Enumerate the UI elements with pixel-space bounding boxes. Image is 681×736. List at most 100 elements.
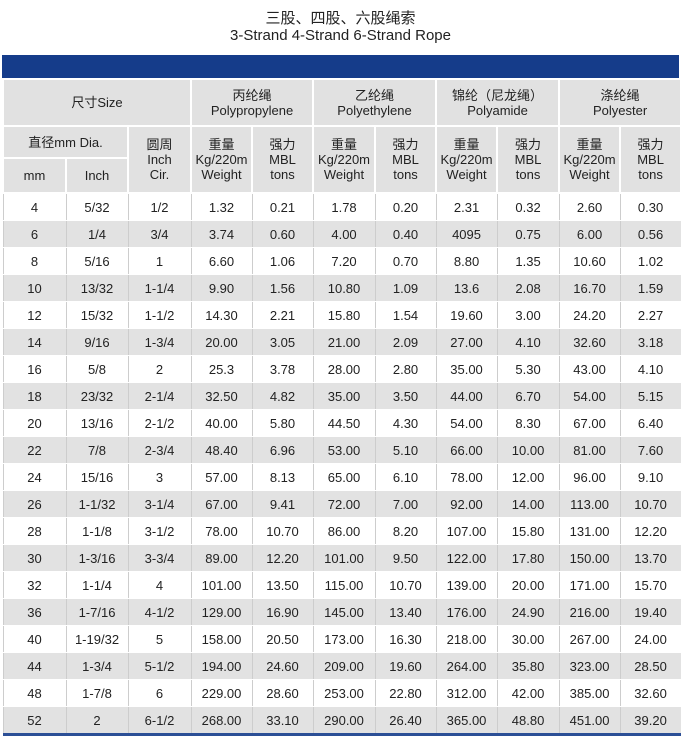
table-row: 12 15/32 1-1/2 14.30 2.21 15.80 1.54 19.60 3.00 2…	[2, 301, 681, 329]
table-cell: 96.00	[558, 463, 621, 491]
table-cell: 6.40	[619, 409, 681, 437]
table-cell: 129.00	[190, 598, 253, 626]
rope-spec-table: 尺寸Size 丙纶绳 Polypropylene 乙纶绳 Polyethylene …	[2, 78, 681, 736]
table-cell: 33.10	[251, 706, 314, 736]
table-cell: 4-1/2	[127, 598, 192, 626]
table-cell: 4.00	[312, 220, 376, 248]
table-cell: 2-1/4	[127, 382, 192, 410]
table-cell: 20.00	[190, 328, 253, 356]
weight-header: 重量 Kg/220m Weight	[558, 125, 622, 194]
table-cell: 30.00	[496, 625, 560, 653]
table-cell: 10.00	[496, 436, 560, 464]
table-cell: 267.00	[558, 625, 621, 653]
table-cell: 35.80	[496, 652, 560, 680]
table-cell: 3/4	[127, 220, 192, 248]
table-cell: 35.00	[435, 355, 498, 383]
inch-header: Inch	[65, 157, 129, 194]
table-cell: 53.00	[312, 436, 376, 464]
table-cell: 19.60	[374, 652, 437, 680]
table-cell: 40	[2, 625, 67, 653]
table-cell: 1-1/4	[65, 571, 129, 599]
table-cell: 101.00	[190, 571, 253, 599]
table-cell: 30	[2, 544, 67, 572]
table-cell: 0.20	[374, 193, 437, 221]
table-cell: 5/8	[65, 355, 129, 383]
table-cell: 8.80	[435, 247, 498, 275]
table-cell: 16.30	[374, 625, 437, 653]
table-cell: 3.78	[251, 355, 314, 383]
table-cell: 229.00	[190, 679, 253, 707]
table-cell: 19.60	[435, 301, 498, 329]
table-cell: 26.40	[374, 706, 437, 736]
table-cell: 8.30	[496, 409, 560, 437]
table-cell: 89.00	[190, 544, 253, 572]
table-cell: 1.54	[374, 301, 437, 329]
table-cell: 5-1/2	[127, 652, 192, 680]
table-cell: 2.27	[619, 301, 681, 329]
table-cell: 44.50	[312, 409, 376, 437]
table-cell: 40.00	[190, 409, 253, 437]
table-cell: 131.00	[558, 517, 621, 545]
table-cell: 1-3/4	[65, 652, 129, 680]
table-row: 40 1-19/32 5 158.00 20.50 173.00 16.30 218.00 30…	[2, 625, 681, 653]
table-cell: 3.74	[190, 220, 253, 248]
table-cell: 10.60	[558, 247, 621, 275]
table-cell: 216.00	[558, 598, 621, 626]
material-header-pa: 锦纶（尼龙绳） Polyamide	[435, 78, 561, 127]
table-row: 8 5/16 1 6.60 1.06 7.20 0.70 8.80 1.35 10.60 1.02	[2, 247, 681, 275]
table-cell: 25.3	[190, 355, 253, 383]
table-cell: 13.50	[251, 571, 314, 599]
header-band	[2, 55, 679, 78]
table-cell: 101.00	[312, 544, 376, 572]
table-cell: 1-3/4	[127, 328, 192, 356]
table-row: 22 7/8 2-3/4 48.40 6.96 53.00 5.10 66.00 10.00 81…	[2, 436, 681, 464]
table-cell: 4.82	[251, 382, 314, 410]
table-cell: 1-19/32	[65, 625, 129, 653]
table-row: 48 1-7/8 6 229.00 28.60 253.00 22.80 312.00 42.0…	[2, 679, 681, 707]
table-cell: 6-1/2	[127, 706, 192, 736]
table-body: 4 5/32 1/2 1.32 0.21 1.78 0.20 2.31 0.32 2.60 0.30…	[2, 193, 681, 736]
table-cell: 1.02	[619, 247, 681, 275]
table-cell: 253.00	[312, 679, 376, 707]
table-cell: 20	[2, 409, 67, 437]
table-cell: 13.6	[435, 274, 498, 302]
material-header-pp: 丙纶绳 Polypropylene	[189, 78, 315, 127]
table-cell: 6.60	[190, 247, 253, 275]
table-cell: 6.10	[374, 463, 437, 491]
weight-header: 重量 Kg/220m Weight	[312, 125, 377, 194]
table-cell: 12	[2, 301, 67, 329]
table-cell: 1-7/8	[65, 679, 129, 707]
table-cell: 3-1/2	[127, 517, 192, 545]
table-cell: 7.00	[374, 490, 437, 518]
table-cell: 150.00	[558, 544, 621, 572]
table-cell: 209.00	[312, 652, 376, 680]
table-cell: 1-1/2	[127, 301, 192, 329]
table-cell: 15.80	[312, 301, 376, 329]
table-row: 36 1-7/16 4-1/2 129.00 16.90 145.00 13.40 176.0…	[2, 598, 681, 626]
table-cell: 28.60	[251, 679, 314, 707]
table-cell: 2	[65, 706, 129, 736]
table-cell: 24	[2, 463, 67, 491]
table-cell: 15.70	[619, 571, 681, 599]
table-cell: 5/32	[65, 193, 129, 221]
table-cell: 5.80	[251, 409, 314, 437]
table-cell: 18	[2, 382, 67, 410]
table-cell: 2-1/2	[127, 409, 192, 437]
table-cell: 1.32	[190, 193, 253, 221]
table-cell: 12.20	[251, 544, 314, 572]
table-cell: 10	[2, 274, 67, 302]
table-cell: 6.00	[558, 220, 621, 248]
table-cell: 78.00	[190, 517, 253, 545]
table-cell: 9.10	[619, 463, 681, 491]
table-cell: 0.32	[496, 193, 560, 221]
table-cell: 0.75	[496, 220, 560, 248]
table-cell: 9.41	[251, 490, 314, 518]
table-cell: 13.70	[619, 544, 681, 572]
table-cell: 28	[2, 517, 67, 545]
table-cell: 0.21	[251, 193, 314, 221]
table-cell: 32.60	[558, 328, 621, 356]
table-cell: 9.90	[190, 274, 253, 302]
table-cell: 2	[127, 355, 192, 383]
table-cell: 10.80	[312, 274, 376, 302]
table-cell: 22.80	[374, 679, 437, 707]
